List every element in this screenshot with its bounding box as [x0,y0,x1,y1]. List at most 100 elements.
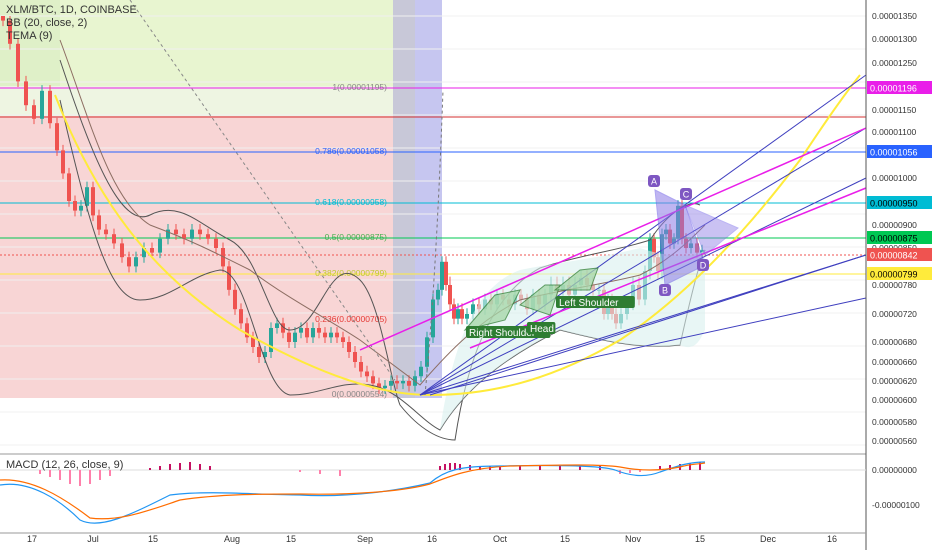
candle-body [24,81,28,106]
candle-body [48,90,52,124]
y-axis-tick-label: 0.00000900 [872,220,917,230]
channel-upper-line [359,127,867,351]
pattern-point-a-badge [648,175,660,187]
highlight-blue [415,0,442,398]
fan-line [419,74,867,396]
candle-body [311,328,315,338]
candle-body [341,337,345,342]
candle-body [700,250,704,253]
candle-body [460,309,464,319]
candle-body [269,328,273,352]
candle-body [263,352,267,357]
x-axis-tick-label: 15 [560,534,570,544]
candle-body [166,229,170,239]
candle-body [323,332,327,338]
candle-body [198,229,202,235]
y-axis-tick-label: 0.00001000 [872,173,917,183]
candle-body [347,342,351,352]
x-axis-tick-label: Dec [760,534,777,544]
x-axis-tick-label: 15 [148,534,158,544]
candle-body [233,289,237,310]
y-axis-tick-label: 0.00001150 [872,105,917,115]
candle-body [465,314,469,319]
price-label-box [867,145,932,158]
candle-body [444,261,448,285]
fan-line [419,297,867,396]
annotation-left-shoulder: Left Shoulder [559,298,619,309]
candle-body [287,332,291,342]
fib-zone-top [0,0,393,86]
harmonic-triangle [684,204,739,256]
pattern-point-c: C [683,190,690,200]
price-label: 0.00000875 [870,234,918,244]
price-label: 0.00000799 [870,270,918,280]
candle-body [91,187,95,216]
candle-body [227,266,231,290]
y-axis-tick-label: 0.00000660 [872,357,917,367]
candle-body [32,105,36,119]
candle-body [407,381,411,386]
fan-line [419,254,867,396]
x-axis-tick-label: 17 [27,534,37,544]
candle-body [419,366,423,377]
candle-body [448,285,452,305]
candle-body [85,187,89,206]
candle-body [436,289,440,300]
candle-body [365,371,369,377]
candle-body [425,337,429,367]
candle-body [55,123,59,151]
candle-body [97,215,101,230]
candle-body [112,234,116,244]
pattern-point-d-badge [697,259,709,271]
candle-body [389,381,393,386]
candle-body [67,173,71,201]
y-axis-tick-label: 0.00000620 [872,376,917,386]
candle-body [182,234,186,239]
parabolic-trend-line [54,74,861,397]
y-axis-tick-label: 0.00001100 [872,127,917,137]
x-axis-tick-label: Nov [625,534,642,544]
y-axis-tick-label: 0.00000580 [872,417,917,427]
y-axis-tick-label: 0.00000600 [872,395,917,405]
candle-body [150,248,154,253]
price-label-box [867,248,932,261]
x-axis-tick-label: 15 [286,534,296,544]
pattern-point-c-badge [680,188,692,200]
fib-zone-red [0,116,393,398]
candle-body [401,381,405,384]
candle-body [317,328,321,333]
candle-body [73,201,77,211]
head-shoulders-shape [463,289,521,331]
fan-line [419,127,867,396]
y-axis-tick-label: 0.00001350 [872,11,917,21]
annotation-head-box [527,322,556,334]
candle-body [353,352,357,362]
candle-body [104,229,108,235]
fib-label: 0(0.00000554) [332,389,387,399]
candle-body [158,238,162,253]
price-label: 0.00000950 [870,199,918,209]
candle-body [221,248,225,267]
tema-label: TEMA (9) [6,30,53,42]
fib-label: 0.5(0.00000875) [325,232,388,242]
candle-body [40,90,44,119]
x-axis-tick-label: 16 [427,534,437,544]
macd-signal-line [0,462,706,520]
y-axis-tick-label: 0.00001300 [872,34,917,44]
macd-line [0,461,706,524]
fib-label: 0.382(0.00000799) [315,268,387,278]
x-axis-tick-label: 15 [695,534,705,544]
projection-dashed-line [129,0,396,381]
candle-body [134,257,138,267]
candle-body [257,347,261,357]
y-axis-tick-label: 0.00000780 [872,280,917,290]
macd-axis-tick: -0.00000100 [872,500,920,510]
x-axis-tick-label: Aug [224,534,240,544]
annotation-head: Head [530,324,554,335]
candle-body [299,328,303,333]
fib-zone-upper [0,86,393,116]
macd-label: MACD (12, 26, close, 9) [6,459,124,471]
candle-body [377,383,381,389]
